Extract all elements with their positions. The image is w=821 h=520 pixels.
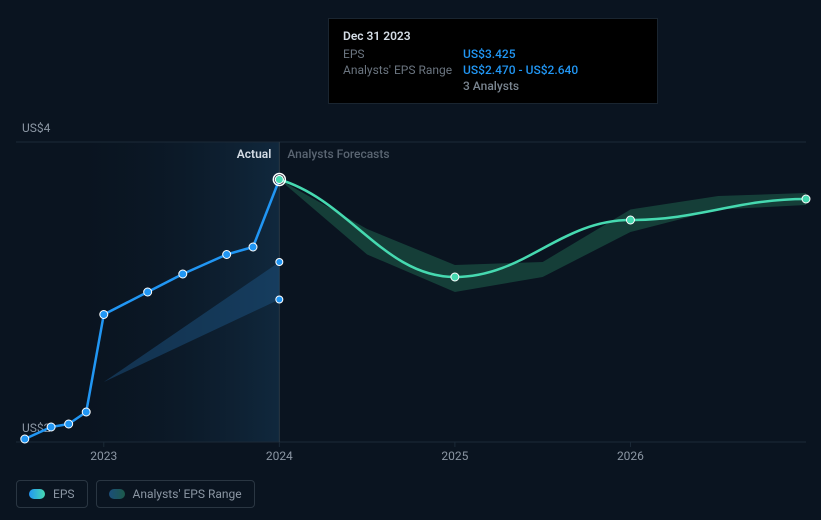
legend-label-range: Analysts' EPS Range: [133, 487, 242, 501]
tooltip-eps-label: EPS: [343, 47, 463, 61]
svg-text:2023: 2023: [90, 449, 117, 463]
legend-item-range[interactable]: Analysts' EPS Range: [96, 480, 255, 508]
svg-text:Analysts Forecasts: Analysts Forecasts: [287, 147, 389, 161]
legend-swatch-range: [109, 489, 125, 499]
eps-forecast-chart: US$2US$42023202420252026ActualAnalysts F…: [0, 0, 821, 520]
legend-label-eps: EPS: [53, 487, 75, 501]
chart-legend: EPS Analysts' EPS Range: [16, 480, 255, 508]
tooltip-range-value: US$2.470 - US$2.640: [463, 63, 578, 77]
svg-text:US$4: US$4: [22, 121, 51, 135]
tooltip-range-label: Analysts' EPS Range: [343, 63, 463, 77]
legend-item-eps[interactable]: EPS: [16, 480, 88, 508]
svg-text:2025: 2025: [441, 449, 468, 463]
svg-text:2024: 2024: [266, 449, 293, 463]
svg-text:Actual: Actual: [237, 147, 272, 161]
tooltip-analyst-count: 3 Analysts: [463, 79, 643, 93]
tooltip-date: Dec 31 2023: [343, 29, 643, 43]
legend-swatch-eps: [29, 489, 45, 499]
tooltip-eps-value: US$3.425: [463, 47, 516, 61]
svg-text:2026: 2026: [617, 449, 644, 463]
chart-tooltip: Dec 31 2023 EPS US$3.425 Analysts' EPS R…: [328, 18, 658, 104]
